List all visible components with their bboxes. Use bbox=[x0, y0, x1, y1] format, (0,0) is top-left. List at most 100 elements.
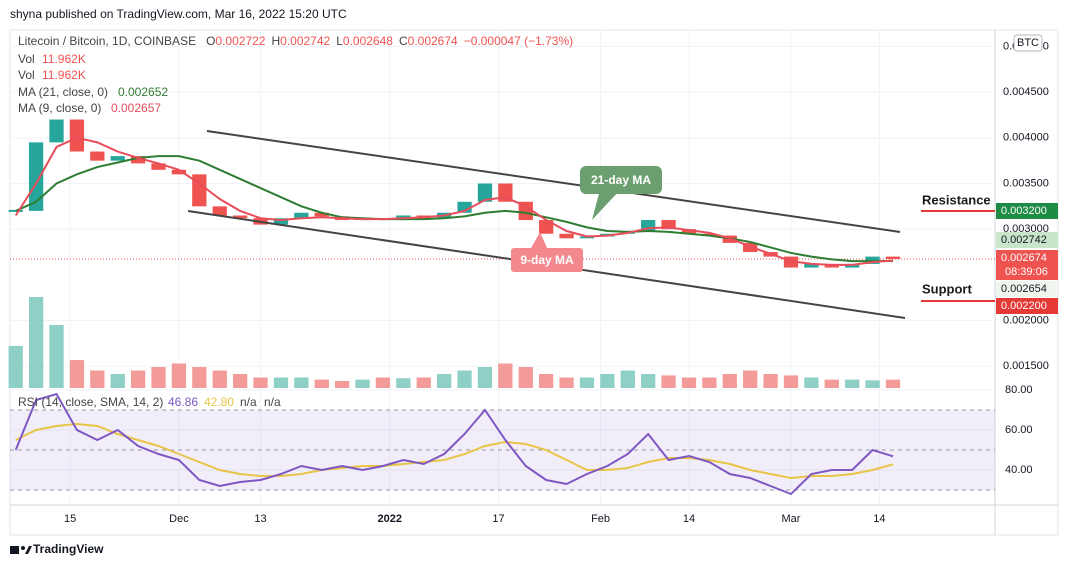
volume-bar bbox=[681, 377, 697, 388]
support-label: Support bbox=[922, 281, 972, 296]
rsi-tick-label: 80.00 bbox=[1005, 384, 1033, 396]
volume-value: 11.962K bbox=[42, 52, 86, 66]
currency-label[interactable]: BTC bbox=[1017, 37, 1039, 49]
volume-bar bbox=[253, 377, 268, 388]
price-tag-label: 0.002654 bbox=[1001, 283, 1047, 295]
symbol-title: Litecoin / Bitcoin, 1D, COINBASE bbox=[18, 34, 196, 48]
ohlc-letter: O bbox=[206, 34, 215, 48]
currency-button[interactable] bbox=[1013, 34, 1043, 52]
candle bbox=[110, 156, 125, 161]
y-tick-label: 0.003500 bbox=[1003, 177, 1049, 189]
candle bbox=[28, 142, 44, 211]
grid bbox=[10, 30, 995, 505]
volume-bar bbox=[477, 367, 493, 388]
logo-mark bbox=[25, 546, 32, 554]
volume-bar bbox=[314, 379, 329, 388]
rsi-sma-value: 42.80 bbox=[204, 395, 234, 409]
y-tick-label: 0.004000 bbox=[1003, 132, 1049, 144]
volume-bar bbox=[763, 374, 778, 388]
logo-mark bbox=[21, 546, 25, 550]
x-tick-label: 17 bbox=[492, 513, 504, 525]
volume-bar bbox=[845, 379, 860, 388]
ohlc-letter: C bbox=[399, 34, 408, 48]
volume-bar bbox=[28, 297, 44, 388]
ohlc-value: 0.002742 bbox=[280, 34, 330, 48]
callout-text: 9-day MA bbox=[520, 253, 574, 267]
price-tag-label: 0.002674 bbox=[1001, 252, 1047, 264]
ma9-value: 0.002657 bbox=[111, 101, 161, 115]
candle bbox=[130, 156, 146, 164]
volume-bar bbox=[130, 370, 146, 388]
candle bbox=[559, 233, 574, 239]
candle bbox=[314, 212, 329, 217]
price-tag bbox=[996, 281, 1058, 297]
price-tag bbox=[996, 250, 1058, 266]
candle bbox=[457, 201, 472, 213]
publisher: shyna published on TradingView.com, Mar … bbox=[10, 7, 347, 21]
rsi-line bbox=[14, 392, 894, 496]
volume-bar bbox=[702, 377, 717, 388]
ohlc-value: 0.002674 bbox=[408, 34, 458, 48]
volume-bar bbox=[804, 377, 819, 388]
volume-bar bbox=[437, 374, 452, 388]
price-pane bbox=[8, 119, 995, 268]
change: −0.000047 (−1.73%) bbox=[464, 34, 573, 48]
candle bbox=[804, 263, 819, 268]
rsi-tick-label: 40.00 bbox=[1005, 464, 1033, 476]
volume-bar bbox=[539, 374, 554, 388]
ohlc-value: 0.002722 bbox=[215, 34, 265, 48]
candle bbox=[661, 220, 676, 230]
ma21-callout: 21-day MA bbox=[580, 166, 662, 220]
ohlc-letter: L bbox=[336, 34, 343, 48]
volume-bar bbox=[69, 360, 85, 388]
volume-bar bbox=[212, 370, 227, 388]
callout-pointer bbox=[530, 232, 548, 250]
volume-bar bbox=[498, 363, 513, 388]
volume-bar bbox=[335, 381, 350, 388]
volume-bar bbox=[90, 370, 105, 388]
volume-bar bbox=[355, 379, 370, 388]
rsi-extra: n/a bbox=[264, 395, 281, 409]
price-tag-label: 0.003200 bbox=[1001, 205, 1047, 217]
ohlc-value: 0.002648 bbox=[343, 34, 393, 48]
brand: TradingView bbox=[10, 542, 104, 556]
price-tag bbox=[996, 203, 1058, 219]
volume-bar bbox=[865, 380, 880, 388]
volume-bar bbox=[273, 377, 289, 388]
volume-bar bbox=[600, 374, 615, 388]
volume-bar bbox=[396, 378, 411, 388]
ma9-callout: 9-day MA bbox=[511, 232, 583, 272]
channel-upper bbox=[206, 130, 901, 233]
x-tick-label: 2022 bbox=[377, 513, 401, 525]
ma21-label: MA (21, close, 0) bbox=[18, 85, 108, 99]
volume-bar bbox=[661, 375, 676, 388]
volume-bar bbox=[885, 379, 901, 388]
callout-text: 21-day MA bbox=[591, 173, 651, 187]
candle bbox=[539, 220, 554, 234]
volume-bar bbox=[743, 370, 758, 388]
rsi-label: RSI (14, close, SMA, 14, 2) bbox=[18, 395, 163, 409]
candle bbox=[518, 201, 533, 221]
volume-bar bbox=[151, 367, 166, 388]
logo-mark bbox=[10, 546, 19, 554]
candle bbox=[192, 174, 207, 207]
ma21-value: 0.002652 bbox=[118, 85, 168, 99]
volume-bar bbox=[294, 377, 309, 388]
volume-label: Vol bbox=[18, 52, 35, 66]
candle bbox=[641, 220, 656, 232]
volume-bar bbox=[110, 374, 125, 388]
brand-name: TradingView bbox=[33, 542, 104, 556]
rsi-pane bbox=[10, 392, 995, 496]
candle bbox=[212, 206, 227, 216]
volume-bar bbox=[722, 374, 737, 388]
candle bbox=[232, 215, 248, 219]
price-tag bbox=[996, 232, 1058, 248]
volume-bar bbox=[559, 377, 574, 388]
resistance-label: Resistance bbox=[922, 192, 991, 207]
y-tick-label: 0.002000 bbox=[1003, 314, 1049, 326]
volume-bar bbox=[783, 375, 799, 388]
candle bbox=[885, 256, 901, 259]
ohlc-letter: H bbox=[271, 34, 280, 48]
callout-box bbox=[511, 248, 583, 272]
x-tick-label: 14 bbox=[683, 513, 695, 525]
